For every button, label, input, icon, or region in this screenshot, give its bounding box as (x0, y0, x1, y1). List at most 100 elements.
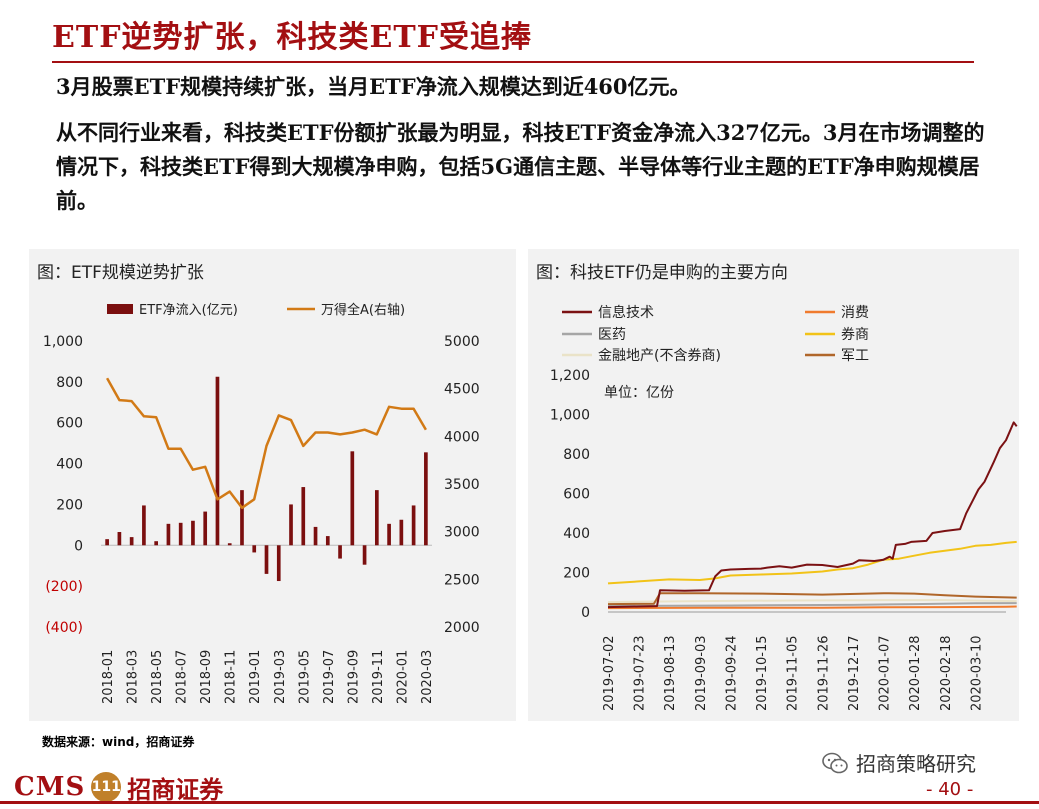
chart-panel-tech-etf: 图：科技ETF仍是申购的主要方向 信息技术 消费 医药 券商 金融地产(不含券商) 军工单… (528, 249, 1019, 721)
chart-title: 图：科技ETF仍是申购的主要方向 (536, 263, 788, 283)
x-tick-label: 2020-03 (420, 650, 435, 704)
y-right-tick-label: 3500 (444, 477, 480, 493)
x-tick-label: 2018-11 (224, 650, 239, 704)
page-number: - 40 - (926, 779, 974, 800)
bar-etf-inflow (301, 487, 306, 546)
x-tick-label: 2019-10-15 (755, 635, 770, 711)
legend-label: 消费 (841, 305, 869, 321)
series-line (607, 592, 1017, 606)
legend-label-bar: ETF净流入(亿元) (139, 303, 238, 318)
x-tick-label: 2020-01-07 (878, 635, 893, 711)
bar-etf-inflow (374, 490, 379, 546)
wechat-icon (822, 752, 848, 773)
legend-label: 金融地产(不含券商) (598, 348, 721, 364)
bar-etf-inflow (142, 505, 146, 546)
legend-swatch-bar (107, 304, 133, 314)
x-tick-label: 2018-05 (150, 650, 165, 704)
x-tick-label: 2019-07-02 (602, 635, 617, 711)
bar-etf-inflow (227, 543, 232, 546)
y-right-tick-label: 5000 (444, 334, 480, 350)
x-tick-label: 2020-02-18 (939, 635, 954, 711)
footer-divider (0, 801, 1039, 804)
y-tick-label: 600 (563, 487, 590, 503)
summary-paragraph-1: 3月股票ETF规模持续扩张，当月ETF净流入规模达到近460亿元。 (56, 74, 691, 99)
bar-etf-inflow (399, 519, 404, 546)
logo-latin: CMS (14, 772, 86, 802)
y-left-tick-label: 400 (56, 457, 83, 473)
logo-badge: 111 (91, 772, 122, 802)
data-source: 数据来源：wind，招商证券 (42, 735, 195, 749)
title-divider (52, 61, 974, 63)
legend-label-line: 万得全A(右轴) (321, 302, 405, 318)
x-tick-label: 2018-03 (126, 650, 141, 704)
bar-etf-inflow (203, 511, 208, 546)
wechat-account: 招商策略研究 (822, 748, 976, 777)
series-line (607, 540, 1017, 585)
summary-paragraph-2: 从不同行业来看，科技类ETF份额扩张最为明显，科技ETF资金净流入327亿元。3… (56, 120, 985, 213)
y-left-tick-label: 800 (56, 375, 83, 391)
y-left-tick-label: (400) (45, 620, 83, 636)
legend-label: 信息技术 (598, 304, 654, 321)
x-tick-label: 2019-11 (371, 650, 386, 704)
x-tick-label: 2019-12-17 (847, 635, 862, 711)
y-left-tick-label: 600 (56, 416, 83, 432)
legend-label: 医药 (598, 327, 626, 343)
legend-label: 券商 (841, 327, 869, 343)
chart-title: 图：ETF规模逆势扩张 (37, 263, 204, 283)
y-tick-label: 0 (581, 605, 590, 621)
bar-etf-inflow (252, 545, 257, 553)
y-tick-label: 400 (563, 526, 590, 542)
bar-etf-inflow (313, 526, 318, 546)
series-line (607, 421, 1018, 609)
y-tick-label: 200 (563, 566, 590, 582)
y-left-tick-label: 200 (56, 497, 83, 513)
x-tick-label: 2019-09 (346, 650, 361, 704)
cms-logo: CMS 111 招商证券 (14, 770, 223, 804)
x-tick-label: 2019-05 (297, 650, 312, 704)
bar-etf-inflow (117, 532, 122, 546)
bar-etf-inflow (264, 545, 269, 574)
y-right-tick-label: 4000 (444, 429, 480, 445)
series-line (607, 602, 1017, 608)
bar-etf-inflow (191, 520, 195, 546)
etf-scale-chart: ETF净流入(亿元) 万得全A(右轴)1,0008006004002000(200… (43, 302, 480, 704)
bar-etf-inflow (276, 545, 281, 582)
logo-cn: 招商证券 (127, 774, 224, 804)
x-tick-label: 2019-09-24 (724, 635, 739, 711)
bar-etf-inflow (240, 490, 244, 546)
bar-etf-inflow (154, 541, 159, 546)
bar-etf-inflow (325, 536, 330, 546)
line-wind-a (106, 377, 427, 510)
y-tick-label: 1,000 (550, 408, 590, 424)
y-left-tick-label: (200) (45, 579, 83, 595)
bar-etf-inflow (350, 451, 355, 546)
bar-etf-inflow (424, 452, 428, 546)
x-tick-label: 2019-07-23 (633, 635, 648, 711)
x-tick-label: 2019-11-05 (786, 635, 801, 711)
chart-panel-etf-scale: 图：ETF规模逆势扩张 ETF净流入(亿元) 万得全A(右轴) 1,000 800 60… (29, 249, 516, 721)
wechat-label: 招商策略研究 (856, 752, 976, 776)
bar-etf-inflow (387, 523, 391, 546)
bar-etf-inflow (215, 376, 220, 546)
y-right-tick-label: 2000 (444, 620, 480, 636)
y-tick-label: 800 (563, 447, 590, 463)
bar-etf-inflow (411, 505, 416, 546)
legend-label: 军工 (841, 348, 869, 364)
x-tick-label: 2018-07 (175, 650, 190, 704)
page-title: ETF逆势扩张，科技类ETF受追捧 (52, 20, 532, 55)
bar-etf-inflow (289, 504, 293, 546)
y-right-tick-label: 2500 (444, 572, 480, 588)
x-tick-label: 2020-01-28 (908, 635, 923, 711)
x-tick-label: 2018-01 (101, 650, 116, 704)
x-tick-label: 2019-07 (322, 650, 337, 704)
series-line (607, 599, 1017, 604)
y-left-tick-label: 0 (74, 538, 83, 554)
bar-etf-inflow (166, 523, 171, 546)
y-right-tick-label: 4500 (444, 382, 480, 398)
x-tick-label: 2019-08-13 (663, 635, 678, 711)
series-line (607, 605, 1017, 610)
bar-etf-inflow (105, 539, 109, 546)
x-tick-label: 2020-01 (395, 650, 410, 704)
bar-etf-inflow (362, 545, 367, 565)
y-tick-label: 1,200 (550, 368, 590, 384)
